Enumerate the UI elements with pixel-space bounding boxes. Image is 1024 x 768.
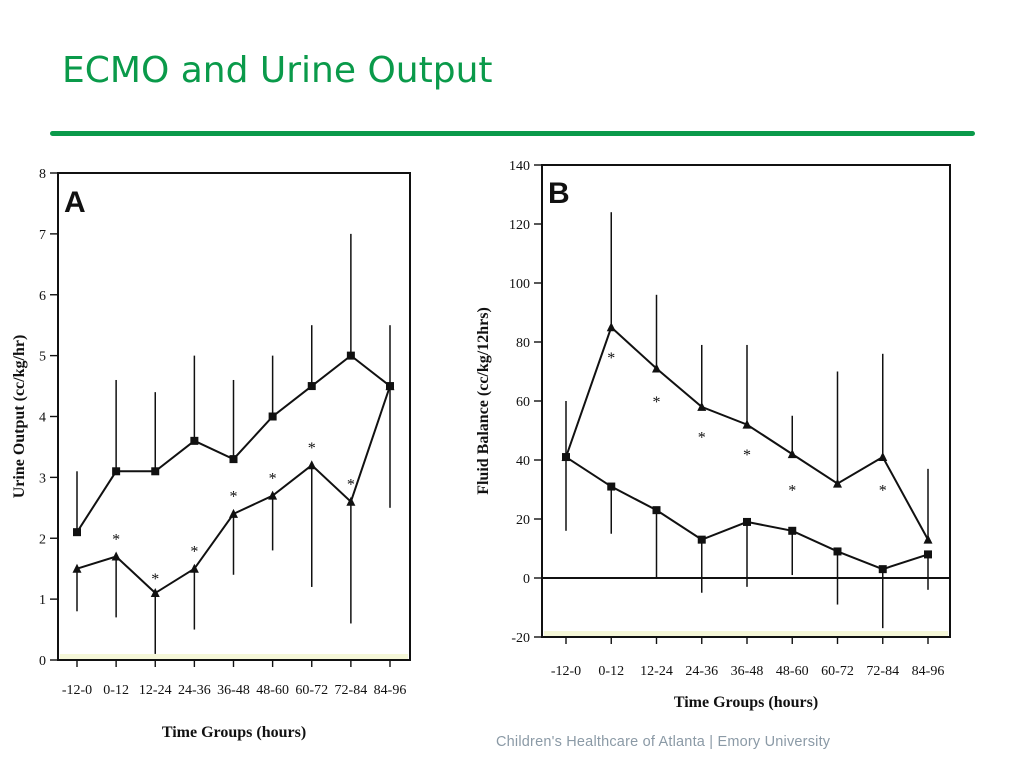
- chart-b-panel-letter: B: [548, 177, 570, 210]
- chart-a-y-tick-label: 5: [39, 350, 46, 365]
- chart-a-x-tick-label: -12-0: [62, 683, 92, 698]
- chart-a-series-1-point: [190, 436, 199, 445]
- chart-a-y-axis-label: Urine Output (cc/kg/hr): [11, 335, 28, 499]
- chart-a-series-2-point: [111, 551, 121, 561]
- chart-a-y-tick-label: 3: [39, 471, 46, 486]
- chart-b-x-tick-label: 0-12: [598, 664, 624, 679]
- chart-a-significance-mark: *: [112, 531, 120, 548]
- chart-a-series-2-point: [150, 588, 160, 598]
- chart-a-significance-mark: *: [308, 440, 316, 457]
- chart-a-x-axis-label: Time Groups (hours): [162, 724, 306, 741]
- chart-a-x-tick-label: 24-36: [178, 683, 211, 698]
- chart-a-y-tick-label: 4: [39, 411, 46, 426]
- chart-b-x-tick-label: 84-96: [912, 664, 945, 679]
- chart-b-significance-mark: *: [698, 429, 706, 446]
- chart-a-significance-mark: *: [230, 489, 238, 506]
- chart-b-baseline-band: [544, 631, 948, 636]
- chart-b-series-2-point: [924, 550, 932, 559]
- chart-b-y-axis-label: Fluid Balance (cc/kg/12hrs): [475, 307, 492, 495]
- chart-b-series-2-point: [788, 526, 797, 535]
- chart-a-series-2-point: [346, 496, 356, 506]
- chart-b-series-2-point: [562, 453, 570, 462]
- chart-b-series-1-point: [833, 478, 842, 488]
- chart-a-y-tick-label: 6: [39, 289, 46, 304]
- chart-a-series-2-point: [268, 490, 278, 500]
- chart-a-series-1-point: [268, 412, 277, 421]
- chart-a-series-1-point: [307, 382, 316, 391]
- chart-b-series-1-point: [787, 449, 797, 459]
- chart-a-y-tick-label: 7: [39, 228, 46, 243]
- chart-a-x-tick-label: 12-24: [139, 683, 172, 698]
- chart-a-series-1-point: [229, 455, 238, 464]
- chart-b-significance-mark: *: [788, 483, 796, 500]
- chart-b-x-tick-label: -12-0: [551, 664, 581, 679]
- chart-a-significance-mark: *: [347, 476, 355, 493]
- chart-b-series-2-point: [697, 535, 706, 544]
- chart-a-baseline-band: [60, 654, 408, 659]
- chart-b-series-2-point: [652, 506, 661, 515]
- chart-a-y-tick-label: 8: [39, 167, 46, 182]
- chart-a-x-tick-label: 48-60: [256, 683, 289, 698]
- chart-a-significance-mark: *: [151, 571, 159, 588]
- chart-b-series-2-point: [743, 517, 751, 526]
- chart-a-series-1-point: [73, 528, 81, 537]
- chart-a-significance-mark: *: [190, 543, 198, 560]
- chart-b-x-tick-label: 72-84: [866, 664, 899, 679]
- chart-b-fluid-balance: -20 0 20 40 60 80 100 120 140 -12-0 0-12 12-24 24-36…: [475, 159, 951, 711]
- slide-footer: Children's Healthcare of Atlanta | Emory…: [496, 734, 831, 750]
- chart-b-significance-mark: *: [607, 350, 615, 367]
- chart-b-series-2-point: [878, 565, 887, 574]
- chart-b-series-1-point: [923, 534, 933, 544]
- chart-b-y-tick-label: 140: [509, 159, 530, 174]
- chart-a-x-tick-label: 60-72: [295, 683, 328, 698]
- chart-b-series-1-point: [606, 322, 616, 332]
- chart-a-series-1-point: [151, 467, 160, 476]
- chart-b-series-1-point: [652, 363, 661, 373]
- chart-b-series-1-point: [878, 452, 888, 462]
- chart-a-panel-letter: A: [64, 186, 86, 219]
- chart-a-series-2-point: [189, 563, 199, 573]
- chart-b-x-tick-label: 24-36: [685, 664, 718, 679]
- chart-b-y-tick-label: 0: [523, 572, 530, 587]
- chart-a-y-tick-label: 0: [39, 654, 46, 669]
- chart-a-series-2-point: [72, 563, 82, 573]
- title-divider: [50, 131, 975, 136]
- chart-b-significance-mark: *: [879, 483, 887, 500]
- chart-b-y-tick-label: 20: [516, 513, 530, 528]
- chart-b-y-tick-label: 60: [516, 395, 530, 410]
- chart-a-series-1-point: [112, 467, 121, 476]
- chart-b-x-axis-label: Time Groups (hours): [674, 694, 818, 711]
- chart-b-x-tick-label: 48-60: [776, 664, 809, 679]
- chart-a-series-1-point: [346, 351, 355, 360]
- chart-b-series-2-point: [833, 547, 842, 556]
- chart-b-y-tick-label: 80: [516, 336, 530, 351]
- chart-a-x-tick-label: 84-96: [374, 683, 407, 698]
- chart-a-significance-mark: *: [269, 470, 277, 487]
- chart-b-significance-mark: *: [653, 394, 661, 411]
- chart-b-x-tick-label: 60-72: [821, 664, 854, 679]
- chart-b-x-tick-label: 12-24: [640, 664, 673, 679]
- chart-b-series-1-point: [697, 401, 707, 411]
- chart-a-urine-output: 0 1 2 3 4 5 6 7 8 -12-0 0-12 12-24 24-36 36-48 48-60 60…: [11, 167, 411, 741]
- chart-b-x-tick-label: 36-48: [731, 664, 764, 679]
- chart-b-significance-mark: *: [743, 447, 751, 464]
- chart-b-series-1-point: [742, 419, 752, 429]
- slide-title: ECMO and Urine Output: [62, 50, 493, 91]
- chart-a-y-tick-label: 1: [39, 593, 46, 608]
- chart-a-series-2-point: [229, 508, 238, 518]
- chart-b-y-tick-label: 100: [509, 277, 530, 292]
- chart-a-x-tick-label: 0-12: [103, 683, 129, 698]
- chart-a-x-tick-label: 36-48: [217, 683, 250, 698]
- chart-b-series-2-point: [607, 482, 616, 491]
- chart-b-y-tick-label: 120: [509, 218, 530, 233]
- chart-a-series-2-point: [385, 381, 395, 391]
- chart-a-x-tick-label: 72-84: [335, 683, 368, 698]
- chart-b-y-tick-label: -20: [511, 631, 530, 646]
- chart-b-y-tick-label: 40: [516, 454, 530, 469]
- chart-a-series-2-point: [307, 460, 317, 470]
- chart-a-y-tick-label: 2: [39, 532, 46, 547]
